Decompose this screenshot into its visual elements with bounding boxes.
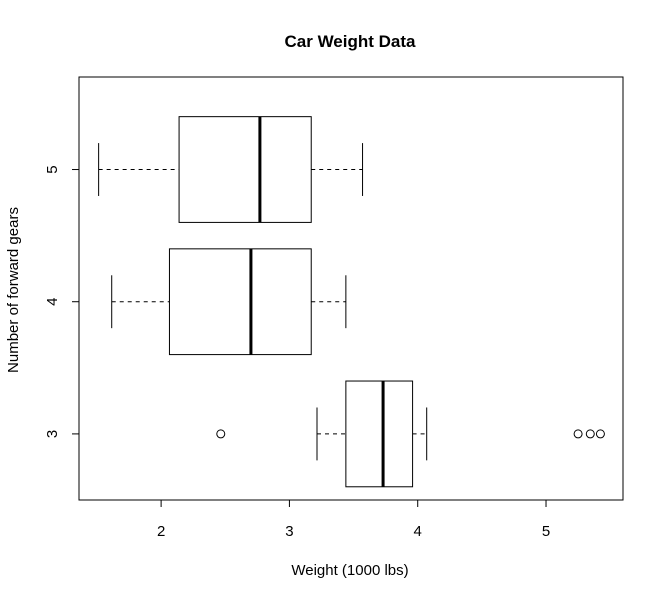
outlier-point [573,429,583,439]
box-iqr [345,380,414,488]
box-iqr [168,248,312,356]
chart-title: Car Weight Data [285,32,417,51]
y-axis: 3 4 5 [44,165,80,438]
x-tick-label: 2 [157,523,165,540]
outlier-point [585,429,595,439]
x-tick-label: 5 [542,523,550,540]
x-axis: 2 3 4 5 [157,499,550,540]
box-group-4 [111,248,347,356]
y-axis-label: Number of forward gears [5,207,22,373]
box-group-5 [98,116,364,223]
y-tick-label: 5 [44,165,61,173]
y-tick-label: 3 [44,430,61,438]
x-axis-label: Weight (1000 lbs) [291,562,408,579]
box-series [98,116,605,488]
x-tick-label: 4 [414,523,422,540]
box-group-3 [216,380,605,488]
outlier-point [595,429,605,439]
x-tick-label: 3 [285,523,293,540]
y-tick-label: 4 [44,298,61,306]
outlier-point [216,429,226,439]
box-iqr [178,116,312,223]
